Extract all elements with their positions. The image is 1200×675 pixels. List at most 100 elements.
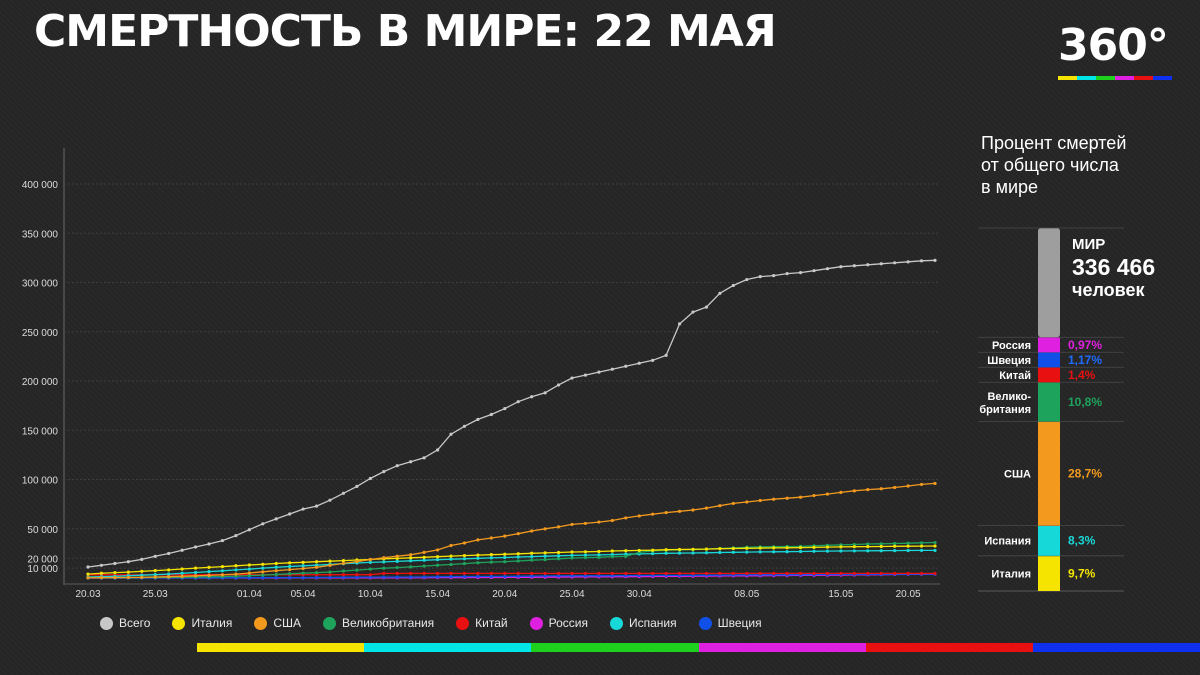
data-point: [704, 547, 709, 551]
data-point: [462, 557, 467, 561]
data-point: [933, 548, 937, 553]
data-point: [382, 575, 386, 579]
data-point: [758, 571, 762, 576]
data-point: [866, 488, 870, 492]
y-tick-label: 20 000: [27, 554, 58, 565]
bar-segment: [1038, 352, 1060, 368]
data-point: [879, 487, 883, 491]
data-point: [86, 565, 90, 569]
data-point: [919, 571, 924, 576]
legend-dot: [254, 616, 268, 630]
legend-item: США: [254, 616, 301, 630]
legend-dot: [100, 616, 113, 630]
data-point: [489, 536, 493, 540]
data-point: [409, 460, 413, 464]
legend-item: Испания: [609, 616, 677, 630]
data-point: [677, 509, 682, 513]
data-point: [395, 565, 399, 570]
data-point: [435, 558, 440, 562]
data-point: [879, 571, 883, 576]
data-point: [825, 545, 830, 549]
data-point: [288, 512, 292, 516]
data-point: [153, 575, 157, 579]
data-point: [449, 554, 453, 558]
data-point: [677, 571, 682, 576]
data-point: [798, 571, 803, 576]
data-point: [301, 566, 305, 571]
data-point: [825, 267, 830, 271]
side-title-line: в мире: [981, 177, 1039, 197]
data-point: [718, 547, 722, 551]
data-point: [503, 560, 507, 564]
data-point: [543, 527, 547, 531]
data-point: [180, 574, 184, 578]
data-point: [355, 568, 359, 572]
logo: 360°: [1058, 22, 1174, 86]
data-point: [247, 574, 251, 578]
data-point: [328, 498, 332, 502]
data-point: [274, 517, 278, 521]
data-point: [610, 549, 614, 553]
data-point: [368, 573, 372, 577]
data-point: [651, 358, 655, 362]
y-tick-label: 50 000: [27, 525, 58, 536]
data-point: [758, 546, 762, 550]
series-line: [87, 482, 936, 579]
data-point: [234, 564, 238, 568]
data-point: [772, 274, 776, 278]
data-point: [852, 549, 856, 553]
world-value: 336 466: [1072, 254, 1156, 280]
logo-bar-segment: [1058, 76, 1077, 80]
data-point: [435, 555, 440, 559]
legend-dot: [698, 616, 712, 630]
rainbow-segment: [531, 643, 699, 652]
data-point: [812, 549, 816, 553]
bar-segment: [1038, 337, 1060, 353]
y-tick-label: 400 000: [22, 180, 59, 191]
data-point: [583, 550, 588, 554]
data-point: [462, 424, 467, 428]
data-point: [489, 412, 493, 417]
x-tick-label: 10.04: [358, 589, 383, 600]
data-point: [677, 322, 682, 326]
logo-bar-segment: [1134, 76, 1153, 80]
data-point: [758, 274, 762, 279]
data-point: [839, 265, 843, 269]
data-point: [852, 489, 856, 493]
data-point: [664, 571, 668, 576]
data-point: [893, 261, 897, 265]
data-point: [462, 575, 467, 579]
data-point: [476, 553, 480, 557]
data-point: [731, 546, 735, 551]
data-point: [368, 557, 372, 562]
data-point: [583, 574, 588, 578]
data-point: [610, 367, 614, 371]
data-point: [288, 561, 292, 565]
data-point: [207, 573, 211, 578]
data-point: [153, 554, 157, 558]
data-point: [745, 550, 749, 554]
data-point: [516, 574, 520, 578]
data-point: [422, 558, 426, 562]
data-point: [355, 484, 359, 488]
data-point: [798, 495, 803, 499]
segment-percent: 8,3%: [1068, 534, 1096, 548]
data-point: [462, 571, 467, 576]
data-point: [476, 574, 480, 579]
data-point: [234, 568, 238, 572]
data-point: [140, 575, 144, 579]
data-point: [664, 548, 668, 552]
data-point: [637, 514, 641, 518]
data-point: [140, 569, 144, 573]
data-point: [530, 529, 534, 533]
data-point: [624, 549, 628, 553]
data-point: [556, 571, 561, 576]
data-point: [691, 571, 695, 576]
logo-bar-segment: [1077, 76, 1096, 80]
data-point: [476, 556, 480, 560]
data-point: [274, 576, 278, 580]
rainbow-segment: [197, 643, 365, 652]
data-point: [193, 545, 198, 549]
series-line: [87, 259, 936, 568]
data-point: [704, 551, 709, 555]
